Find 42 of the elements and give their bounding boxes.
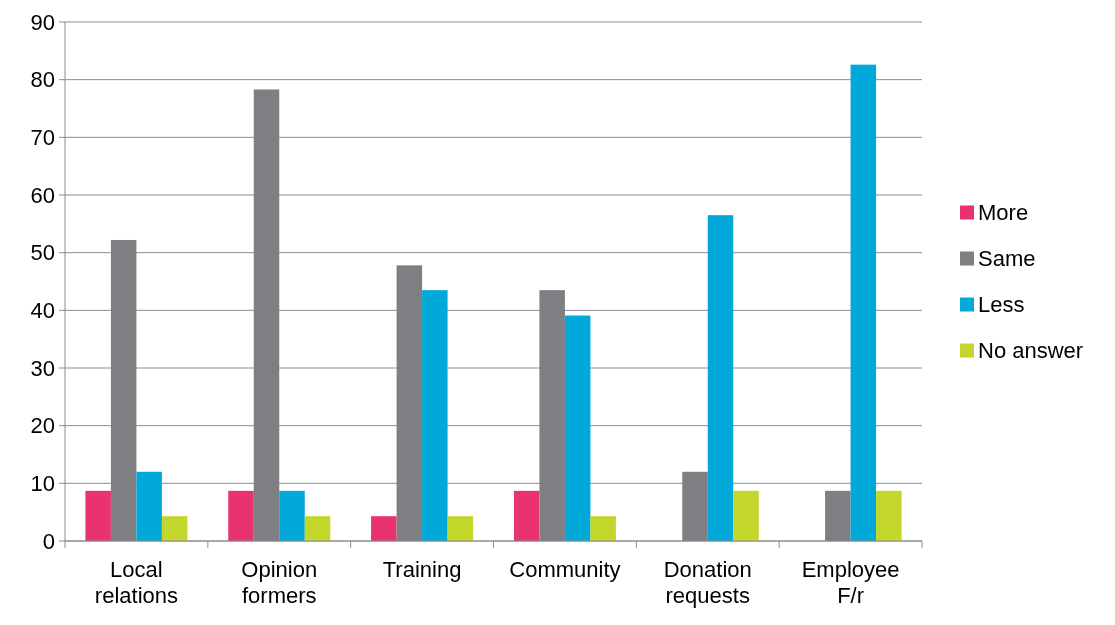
bar xyxy=(733,490,759,541)
legend-label: More xyxy=(978,200,1029,226)
y-tick-label: 0 xyxy=(42,528,55,554)
bar xyxy=(539,290,565,541)
bar xyxy=(228,490,254,541)
y-tick-label: 40 xyxy=(30,298,55,324)
bar xyxy=(590,516,616,541)
x-tick-label: Training xyxy=(382,557,462,582)
y-tick-label: 60 xyxy=(30,182,55,208)
bar xyxy=(707,215,734,541)
legend-label: Less xyxy=(978,292,1025,318)
x-tick-label: Opinion formers xyxy=(241,557,318,608)
bar xyxy=(371,516,397,541)
x-tick-label: Community xyxy=(509,557,621,582)
bar xyxy=(253,89,280,541)
bar xyxy=(161,516,188,541)
bar xyxy=(136,471,162,541)
y-tick-label: 70 xyxy=(30,125,55,151)
bar xyxy=(850,64,877,541)
bar xyxy=(564,315,591,541)
bar xyxy=(447,516,474,541)
y-tick-label: 10 xyxy=(30,471,55,497)
y-tick-label: 50 xyxy=(30,240,55,266)
y-tick-label: 30 xyxy=(30,355,55,381)
bar xyxy=(396,265,423,541)
legend-label: No answer xyxy=(978,338,1084,364)
legend-label: Same xyxy=(978,246,1036,272)
x-tick-label: Local relations xyxy=(94,557,178,608)
bar xyxy=(279,490,305,541)
y-tick-label: 20 xyxy=(30,413,55,439)
x-tick-label: Employee F/r xyxy=(801,557,900,608)
y-tick-label: 90 xyxy=(30,9,55,35)
x-tick-label: Donation requests xyxy=(663,557,752,608)
y-tick-label: 80 xyxy=(30,67,55,93)
bar xyxy=(825,490,851,541)
bar xyxy=(304,516,331,541)
bar xyxy=(513,490,540,541)
bar xyxy=(422,290,448,541)
bar xyxy=(110,239,137,541)
bar xyxy=(85,490,111,541)
bar xyxy=(876,490,902,541)
bar xyxy=(682,471,708,541)
